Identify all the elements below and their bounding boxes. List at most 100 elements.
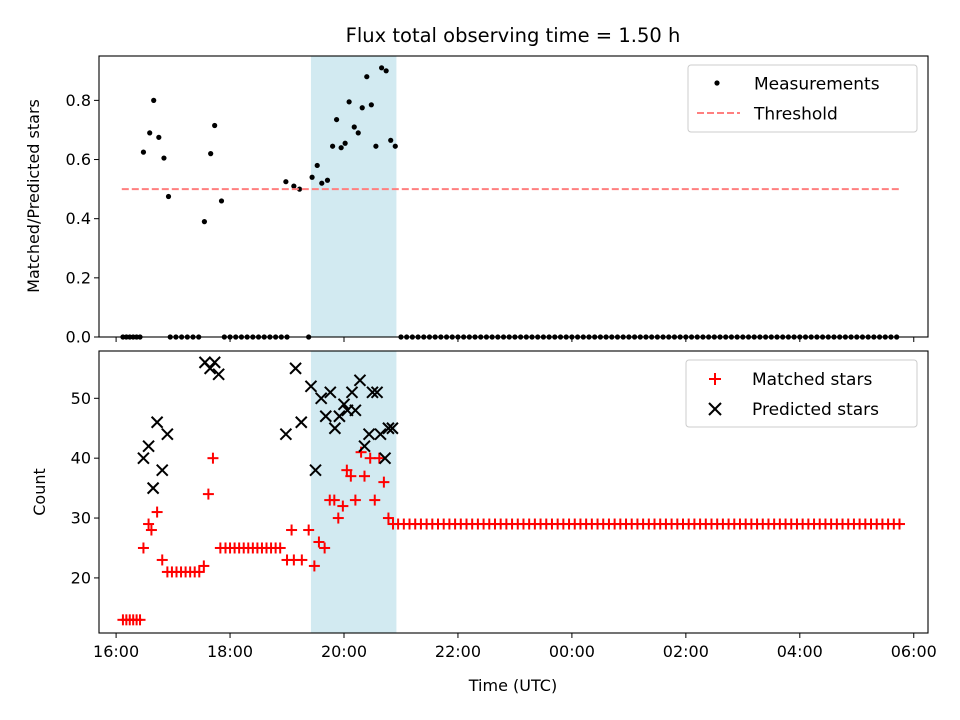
matched-stars-point <box>286 524 298 536</box>
measurements-point <box>291 183 297 189</box>
measurements-point <box>388 137 394 143</box>
matched-stars-point <box>134 614 146 626</box>
ratio-legend: Measurements Threshold <box>687 64 918 133</box>
measurements-point <box>156 134 162 140</box>
measurements-point <box>355 130 361 136</box>
measurements-point <box>161 155 167 161</box>
legend-matched-label: Matched stars <box>752 370 872 390</box>
measurements-point <box>383 68 389 74</box>
measurements-point <box>359 105 365 111</box>
ratio-y-tick-label: 0.8 <box>66 91 91 110</box>
matched-stars-point <box>319 542 331 554</box>
matched-stars-point <box>145 524 157 536</box>
measurements-point <box>342 140 348 146</box>
x-tick-label: 02:00 <box>663 642 709 661</box>
x-tick-label: 04:00 <box>777 642 823 661</box>
predicted-stars-point <box>314 392 328 405</box>
predicted-stars-point <box>353 374 367 387</box>
measurements-point <box>151 97 157 103</box>
predicted-stars-point <box>208 356 221 369</box>
legend-measurements-marker <box>714 80 720 86</box>
ratio-panel: 0.00.20.40.60.8 Matched/Predicted stars … <box>24 55 929 347</box>
measurements-point <box>338 145 344 151</box>
predicted-stars-point <box>295 416 308 429</box>
measurements-point <box>364 74 370 80</box>
matched-stars-point <box>894 518 906 530</box>
ratio-y-axis-ticks: 0.0 0.2 0.4 0.6 0.8 <box>66 91 99 347</box>
count-legend: Matched stars Predicted stars <box>685 359 918 428</box>
predicted-stars-point <box>386 422 399 435</box>
matched-stars-point <box>274 542 286 554</box>
measurements-point <box>324 177 331 183</box>
x-tick-label: 16:00 <box>93 642 139 661</box>
predicted-stars-point <box>382 422 395 435</box>
matched-stars-point <box>359 470 371 482</box>
count-plot-frame <box>98 350 929 634</box>
predicted-stars-point <box>366 386 379 399</box>
measurements-point <box>218 198 225 204</box>
predicted-stars-point <box>289 362 302 375</box>
measurements-point <box>351 124 357 130</box>
predicted-stars-point <box>374 428 387 441</box>
measurements-point <box>140 149 147 155</box>
predicted-stars-point <box>212 368 225 381</box>
predicted-stars-point <box>324 386 337 399</box>
measurements-point <box>283 179 289 185</box>
legend-predicted-marker <box>708 402 722 416</box>
matched-stars-point <box>296 554 308 566</box>
measurements-point <box>201 219 208 225</box>
count-legend-box <box>685 359 918 428</box>
measurements-point <box>314 162 320 169</box>
ratio-y-tick-label: 0.2 <box>66 268 91 287</box>
x-tick-label: 22:00 <box>435 642 481 661</box>
matched-stars-point <box>369 494 381 506</box>
matched-stars-point <box>337 500 349 512</box>
predicted-stars-point <box>279 428 293 441</box>
measurements-point <box>147 130 153 136</box>
ratio-plot-frame <box>98 55 929 338</box>
measurements-point <box>212 122 218 129</box>
measurements-point <box>379 65 385 71</box>
matched-stars-point <box>198 560 210 572</box>
predicted-stars-point <box>378 451 392 465</box>
count-x-axis-ticks: 16:00 18:00 20:00 22:00 00:00 02:00 04:00 06:00 <box>93 633 937 661</box>
matched-stars-point <box>137 542 149 554</box>
matched-stars-point <box>313 536 325 548</box>
predicted-stars-point <box>304 380 318 393</box>
matched-stars-point <box>193 566 205 578</box>
matched-stars-point <box>345 470 357 482</box>
ratio-y-tick-label: 0.6 <box>66 150 91 169</box>
count-y-tick-label: 20 <box>71 568 91 587</box>
predicted-stars-point <box>337 398 351 411</box>
predicted-stars-point <box>358 439 371 453</box>
matched-stars-point <box>328 494 340 506</box>
matched-stars-point <box>382 512 394 524</box>
matched-stars-point <box>341 464 353 476</box>
x-tick-label: 20:00 <box>321 642 367 661</box>
predicted-stars-point <box>156 463 169 477</box>
x-axis-label: Time (UTC) <box>468 676 557 695</box>
figure-title: Flux total observing time = 1.50 h <box>346 24 681 47</box>
x-tick-label: 00:00 <box>549 642 595 661</box>
predicted-stars-point <box>142 439 155 453</box>
measurements-point <box>333 116 340 123</box>
x-tick-label: 18:00 <box>207 642 253 661</box>
legend-threshold-label: Threshold <box>753 105 838 125</box>
legend-matched-marker <box>709 373 721 385</box>
measurements-point <box>330 143 336 149</box>
matched-stars-point <box>332 512 344 524</box>
ratio-y-tick-label: 0.0 <box>66 328 91 347</box>
matched-stars-point <box>373 452 385 464</box>
matched-stars-point <box>156 554 168 566</box>
predicted-stars-point <box>349 404 362 417</box>
predicted-stars-point <box>345 386 359 399</box>
matched-stars-point <box>202 488 214 500</box>
matched-stars-point <box>143 518 155 530</box>
matched-stars-point <box>303 524 315 536</box>
predicted-stars-point <box>328 422 342 435</box>
predicted-stars-point <box>137 451 150 465</box>
predicted-stars-point <box>319 410 332 423</box>
measurements-point <box>346 99 352 105</box>
predicted-stars-point <box>203 362 217 375</box>
measurements-point <box>208 151 214 157</box>
